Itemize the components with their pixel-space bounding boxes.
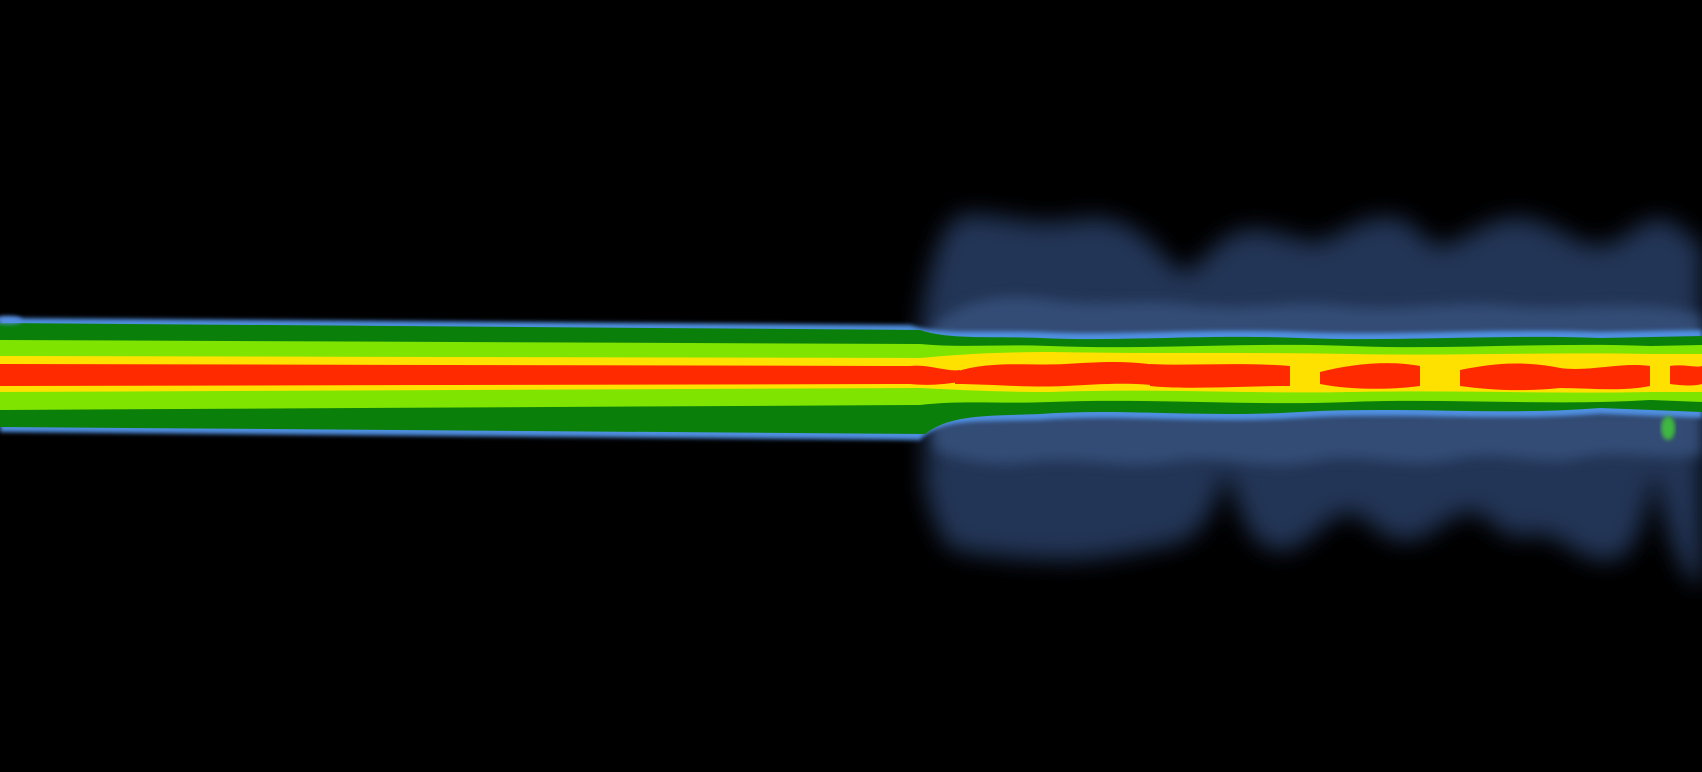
core-segment — [1150, 364, 1290, 388]
core-segment — [955, 362, 1160, 387]
beam-core-wavy — [910, 362, 1702, 391]
beam-left-tip — [0, 316, 22, 324]
core-segment — [1460, 363, 1650, 391]
halo-inner-lower — [930, 410, 1702, 465]
core-segment — [1320, 363, 1420, 389]
beam — [0, 318, 1702, 440]
halo-cloud — [920, 214, 1702, 585]
hotspot — [1661, 416, 1675, 440]
core-segment — [1670, 365, 1702, 386]
beam-core-straight — [0, 364, 910, 386]
core-segment — [910, 365, 960, 385]
